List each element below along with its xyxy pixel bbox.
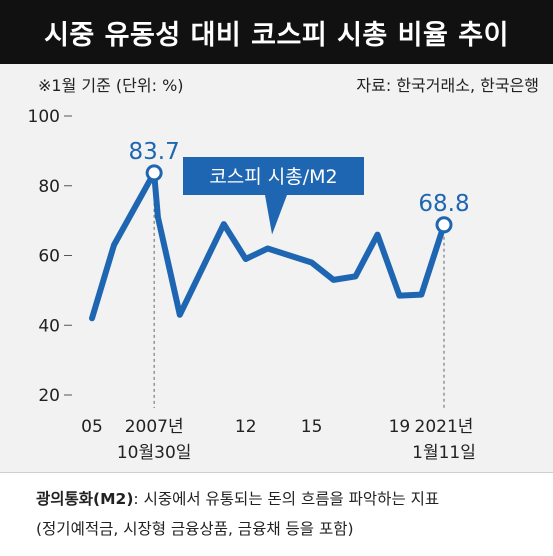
data-label: 68.8	[418, 191, 469, 217]
data-point	[156, 215, 160, 219]
y-tick-label: 100	[28, 107, 60, 127]
y-tick-label: 80	[38, 177, 60, 197]
source-note: 자료: 한국거래소, 한국은행	[356, 76, 539, 95]
chart-title: 시중 유동성 대비 코스피 시총 비율 추이	[0, 0, 553, 64]
footer-line-1: 광의통화(M2): 시중에서 유통되는 돈의 흐름을 파악하는 지표	[36, 487, 439, 509]
data-point	[332, 278, 336, 282]
footer-definition-text: : 시중에서 유통되는 돈의 흐름을 파악하는 지표	[133, 490, 440, 508]
data-point	[354, 274, 358, 278]
data-point	[112, 243, 116, 247]
y-tick-label: 60	[38, 247, 60, 267]
footer-definition: 광의통화(M2): 시중에서 유통되는 돈의 흐름을 파악하는 지표 (정기예적…	[0, 472, 553, 556]
data-point	[200, 267, 204, 271]
data-point	[310, 260, 314, 264]
footer-term: 광의통화(M2)	[36, 490, 134, 508]
date-label: 1월11일	[412, 443, 476, 463]
x-tick-label: 05	[81, 417, 103, 437]
data-point	[288, 254, 292, 257]
x-tick-label: 19	[389, 417, 411, 437]
date-label: 2007년	[125, 417, 184, 437]
data-point	[397, 294, 401, 298]
data-point	[266, 247, 270, 251]
data-point	[222, 222, 226, 226]
highlight-marker	[145, 164, 163, 182]
data-point	[178, 313, 182, 317]
line-chart: 20 40 60 80 100 05 12 15 19 코스피 시총/M2 83.7 2007년 10월…	[28, 107, 476, 463]
legend-series-label: 코스피 시총/M2	[209, 166, 337, 188]
data-label: 83.7	[129, 139, 180, 165]
data-point	[244, 257, 248, 261]
y-tick-label: 20	[38, 386, 60, 406]
data-point	[419, 293, 423, 297]
unit-note: ※1월 기준 (단위: %)	[38, 76, 184, 95]
data-point	[90, 316, 94, 320]
highlight-marker	[435, 216, 453, 234]
footer-line-2: (정기예적금, 시장형 금융상품, 금융채 등을 포함)	[36, 520, 354, 538]
callout-box	[183, 157, 364, 195]
x-tick-label: 15	[301, 417, 323, 437]
y-tick-label: 40	[38, 316, 60, 336]
x-tick-label: 12	[235, 417, 257, 437]
date-label: 2021년	[415, 417, 474, 437]
callout-pointer	[265, 195, 287, 235]
date-label: 10월30일	[117, 443, 192, 463]
data-point	[375, 233, 379, 237]
